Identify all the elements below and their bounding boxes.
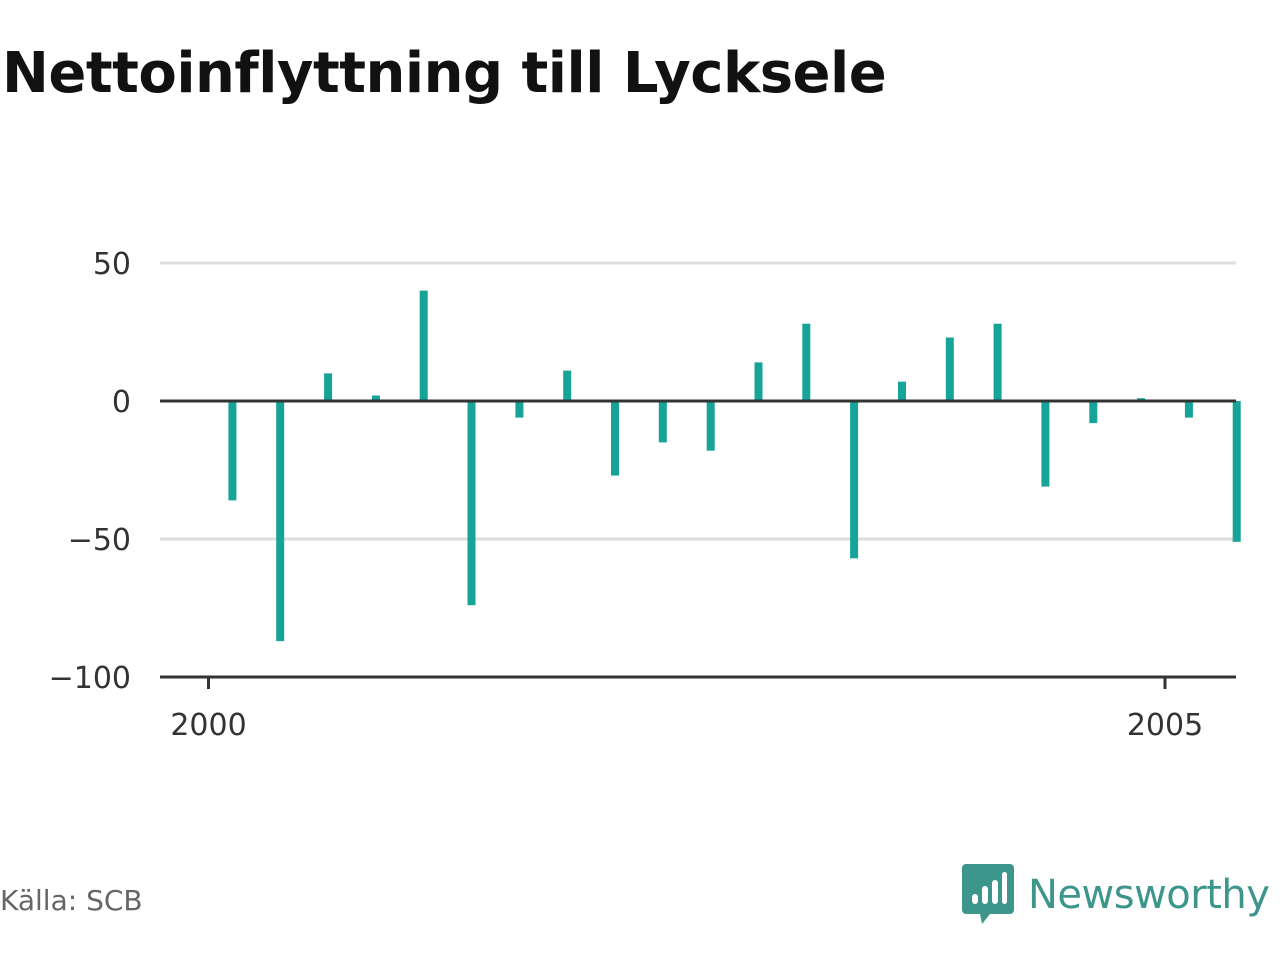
- y-tick-label: −100: [49, 661, 131, 696]
- bar: [467, 401, 476, 606]
- y-tick-label: 50: [93, 247, 131, 282]
- chart-title: Nettoinflyttning till Lycksele: [2, 41, 887, 106]
- bar: [706, 401, 715, 451]
- bar: [993, 323, 1002, 401]
- x-tick-label: 2000: [170, 708, 246, 743]
- bar: [1184, 401, 1193, 418]
- bar: [658, 401, 667, 443]
- bar: [850, 401, 859, 559]
- bar: [228, 401, 237, 501]
- bar: [276, 401, 285, 642]
- source-label: Källa: SCB: [0, 884, 143, 917]
- brand: Newsworthy: [962, 864, 1270, 926]
- bar: [324, 373, 333, 401]
- bar: [754, 362, 763, 401]
- bar: [371, 395, 380, 401]
- x-tick-label: 2005: [1127, 708, 1203, 743]
- y-tick-label: −50: [68, 523, 131, 558]
- bar: [1232, 401, 1241, 542]
- bar: [898, 381, 906, 401]
- bar: [945, 337, 954, 401]
- newsworthy-logo-icon: [962, 864, 1014, 924]
- bar: [1089, 401, 1098, 424]
- x-axis: 200020052010201520202025: [170, 677, 1203, 743]
- bar: [802, 323, 811, 401]
- bar: [563, 370, 572, 401]
- bar: [515, 401, 524, 418]
- bars: [228, 290, 1241, 642]
- brand-name: Newsworthy: [1028, 872, 1270, 918]
- y-axis: 50 0 −50 −100: [49, 247, 131, 696]
- bar: [611, 401, 619, 476]
- bar: [1041, 401, 1050, 487]
- grid-lines: [160, 261, 1236, 541]
- y-tick-label: 0: [112, 385, 131, 420]
- bar: [419, 290, 428, 401]
